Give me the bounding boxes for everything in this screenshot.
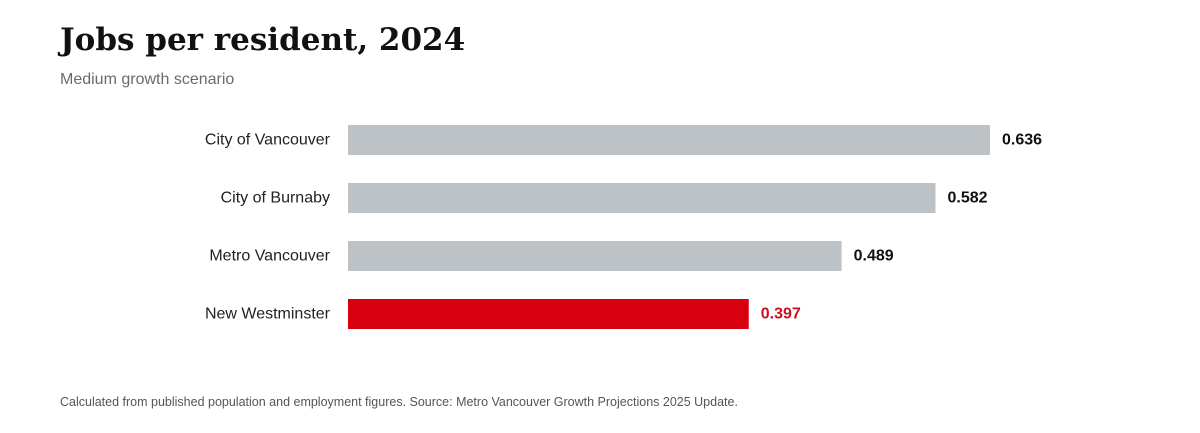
category-label: City of Burnaby xyxy=(221,190,330,207)
value-label: 0.636 xyxy=(1002,132,1042,149)
bar xyxy=(348,125,990,155)
category-label: New Westminster xyxy=(205,306,331,323)
chart-title: Jobs per resident, 2024 xyxy=(60,22,466,58)
value-label: 0.397 xyxy=(761,306,801,323)
bar xyxy=(348,183,936,213)
value-label: 0.582 xyxy=(947,190,987,207)
value-label: 0.489 xyxy=(854,248,894,265)
bar xyxy=(348,241,842,271)
category-label: City of Vancouver xyxy=(205,132,331,149)
category-label: Metro Vancouver xyxy=(209,248,330,265)
bar-highlighted xyxy=(348,299,749,329)
chart-subtitle: Medium growth scenario xyxy=(60,71,235,88)
chart-footnote: Calculated from published population and… xyxy=(60,395,738,409)
